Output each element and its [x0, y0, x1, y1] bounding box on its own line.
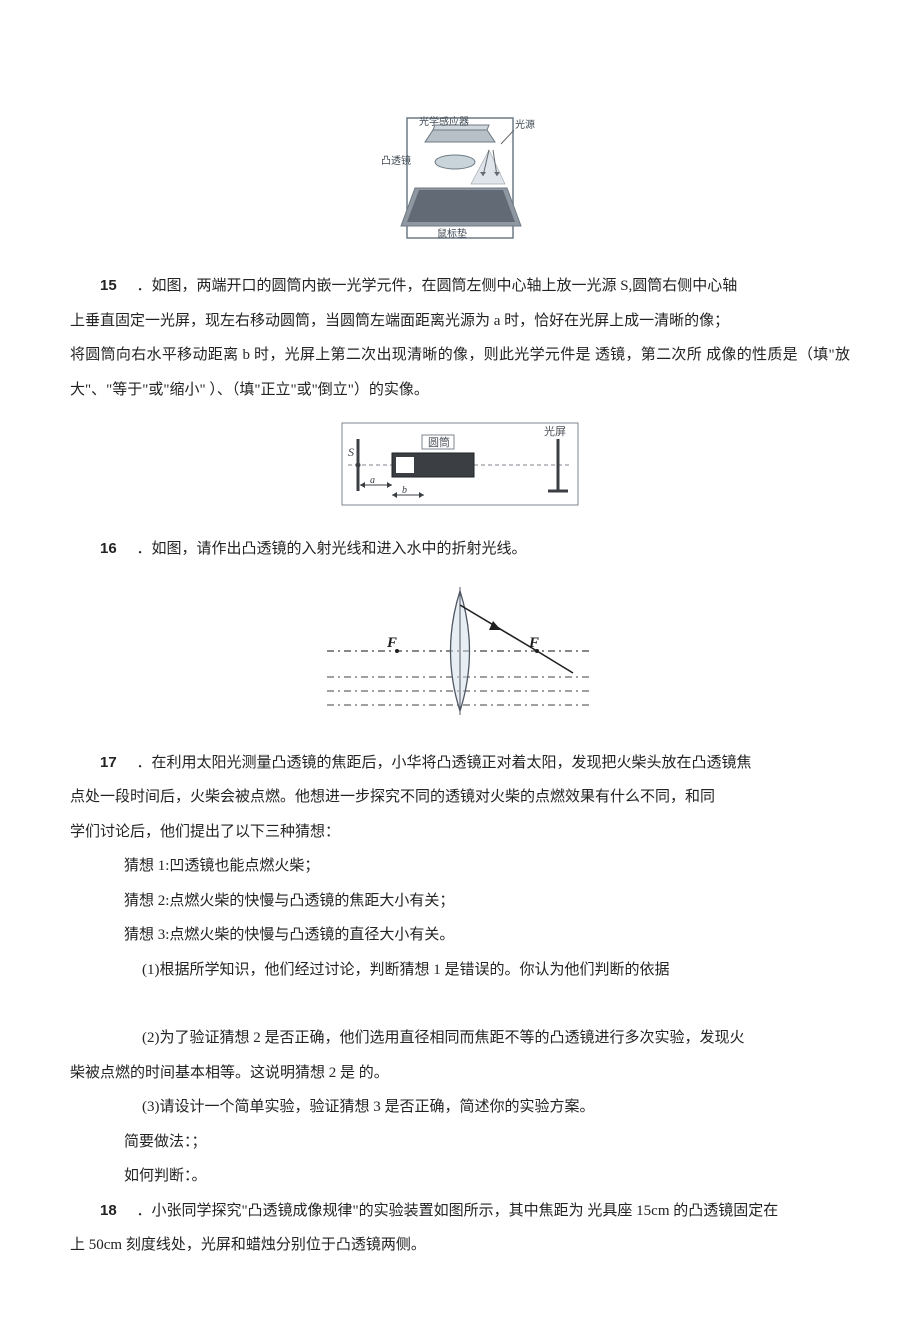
- fig1-label-right: 光源: [515, 118, 535, 131]
- question-15: 15 ．如图，两端开口的圆筒内嵌一光学元件，在圆筒左侧中心轴上放一光源 S,圆筒…: [70, 269, 850, 304]
- q17-part-2: (2)为了验证猜想 2 是否正确，他们选用直径相同而焦距不等的凸透镜进行多次实验…: [142, 1021, 850, 1056]
- fig1-label-top: 光学感应器: [419, 115, 469, 128]
- lens-water-svg: F F: [315, 581, 605, 721]
- blank-answer-line: [70, 987, 850, 1021]
- fig1-label-left: 凸透镜: [381, 154, 411, 167]
- fig2-label-tube: 圆筒: [428, 435, 450, 449]
- fig2-label-s: S: [348, 445, 354, 459]
- figure-convex-lens-water: F F: [70, 581, 850, 726]
- q17-part-1: (1)根据所学知识，他们经过讨论，判断猜想 1 是错误的。你认为他们判断的依据: [142, 953, 850, 988]
- q16-text: ．如图，请作出凸透镜的入射光线和进入水中的折射光线。: [136, 541, 526, 557]
- question-16: 16 ．如图，请作出凸透镜的入射光线和进入水中的折射光线。: [70, 532, 850, 567]
- fig3-label-F-right: F: [528, 635, 539, 651]
- q15-text-c: 将圆筒向右水平移动距离 b 时，光屏上第二次出现清晰的像，则此光学元件是 透镜，…: [70, 338, 850, 407]
- q17-part-2b: 柴被点燃的时间基本相等。这说明猜想 2 是 的。: [70, 1056, 850, 1091]
- cylinder-lens-svg: 圆筒 光屏 S a b: [330, 421, 590, 507]
- fig1-label-bottom: 鼠标垫: [437, 227, 467, 240]
- q17-part-3a: 简要做法：；: [124, 1125, 850, 1160]
- q17-number: 17: [100, 754, 117, 771]
- q18-text-a: ．小张同学探究"凸透镜成像规律"的实验装置如图所示，其中焦距为 光具座 15cm…: [136, 1203, 778, 1219]
- q16-number: 16: [100, 540, 117, 557]
- fig2-label-a: a: [370, 475, 375, 486]
- q17-text-a: ．在利用太阳光测量凸透镜的焦距后，小华将凸透镜正对着太阳，发现把火柴头放在凸透镜…: [136, 755, 751, 771]
- question-17: 17 ．在利用太阳光测量凸透镜的焦距后，小华将凸透镜正对着太阳，发现把火柴头放在…: [70, 746, 850, 781]
- q17-part-3: (3)请设计一个简单实验，验证猜想 3 是否正确，简述你的实验方案。: [142, 1090, 850, 1125]
- fig3-label-F-left: F: [386, 635, 397, 651]
- q17-text-c: 学们讨论后，他们提出了以下三种猜想：: [70, 815, 850, 850]
- q15-text-a: ．如图，两端开口的圆筒内嵌一光学元件，在圆筒左侧中心轴上放一光源 S,圆筒右侧中…: [136, 278, 737, 294]
- optical-mouse-svg: 光学感应器 光源 凸透镜 鼠标垫: [375, 114, 545, 244]
- figure-cylinder-lens: 圆筒 光屏 S a b: [70, 421, 850, 512]
- q15-number: 15: [100, 277, 117, 294]
- q17-text-b: 点处一段时间后，火柴会被点燃。他想进一步探究不同的透镜对火柴的点燃效果有什么不同…: [70, 780, 850, 815]
- figure-optical-mouse: 光学感应器 光源 凸透镜 鼠标垫: [70, 114, 850, 249]
- q18-number: 18: [100, 1202, 117, 1219]
- q18-text-b: 上 50cm 刻度线处，光屏和蜡烛分别位于凸透镜两侧。: [70, 1228, 850, 1263]
- fig2-label-screen: 光屏: [544, 424, 566, 438]
- q17-part-3b: 如何判断：。: [124, 1159, 850, 1194]
- q17-guess-3: 猜想 3:点燃火柴的快慢与凸透镜的直径大小有关。: [124, 918, 850, 953]
- q15-text-b: 上垂直固定一光屏，现左右移动圆筒，当圆筒左端面距离光源为 a 时，恰好在光屏上成…: [70, 304, 850, 339]
- question-18: 18 ．小张同学探究"凸透镜成像规律"的实验装置如图所示，其中焦距为 光具座 1…: [70, 1194, 850, 1229]
- fig2-label-b: b: [402, 485, 407, 496]
- q17-guess-2: 猜想 2:点燃火柴的快慢与凸透镜的焦距大小有关；: [124, 884, 850, 919]
- q17-guess-1: 猜想 1:凹透镜也能点燃火柴；: [124, 849, 850, 884]
